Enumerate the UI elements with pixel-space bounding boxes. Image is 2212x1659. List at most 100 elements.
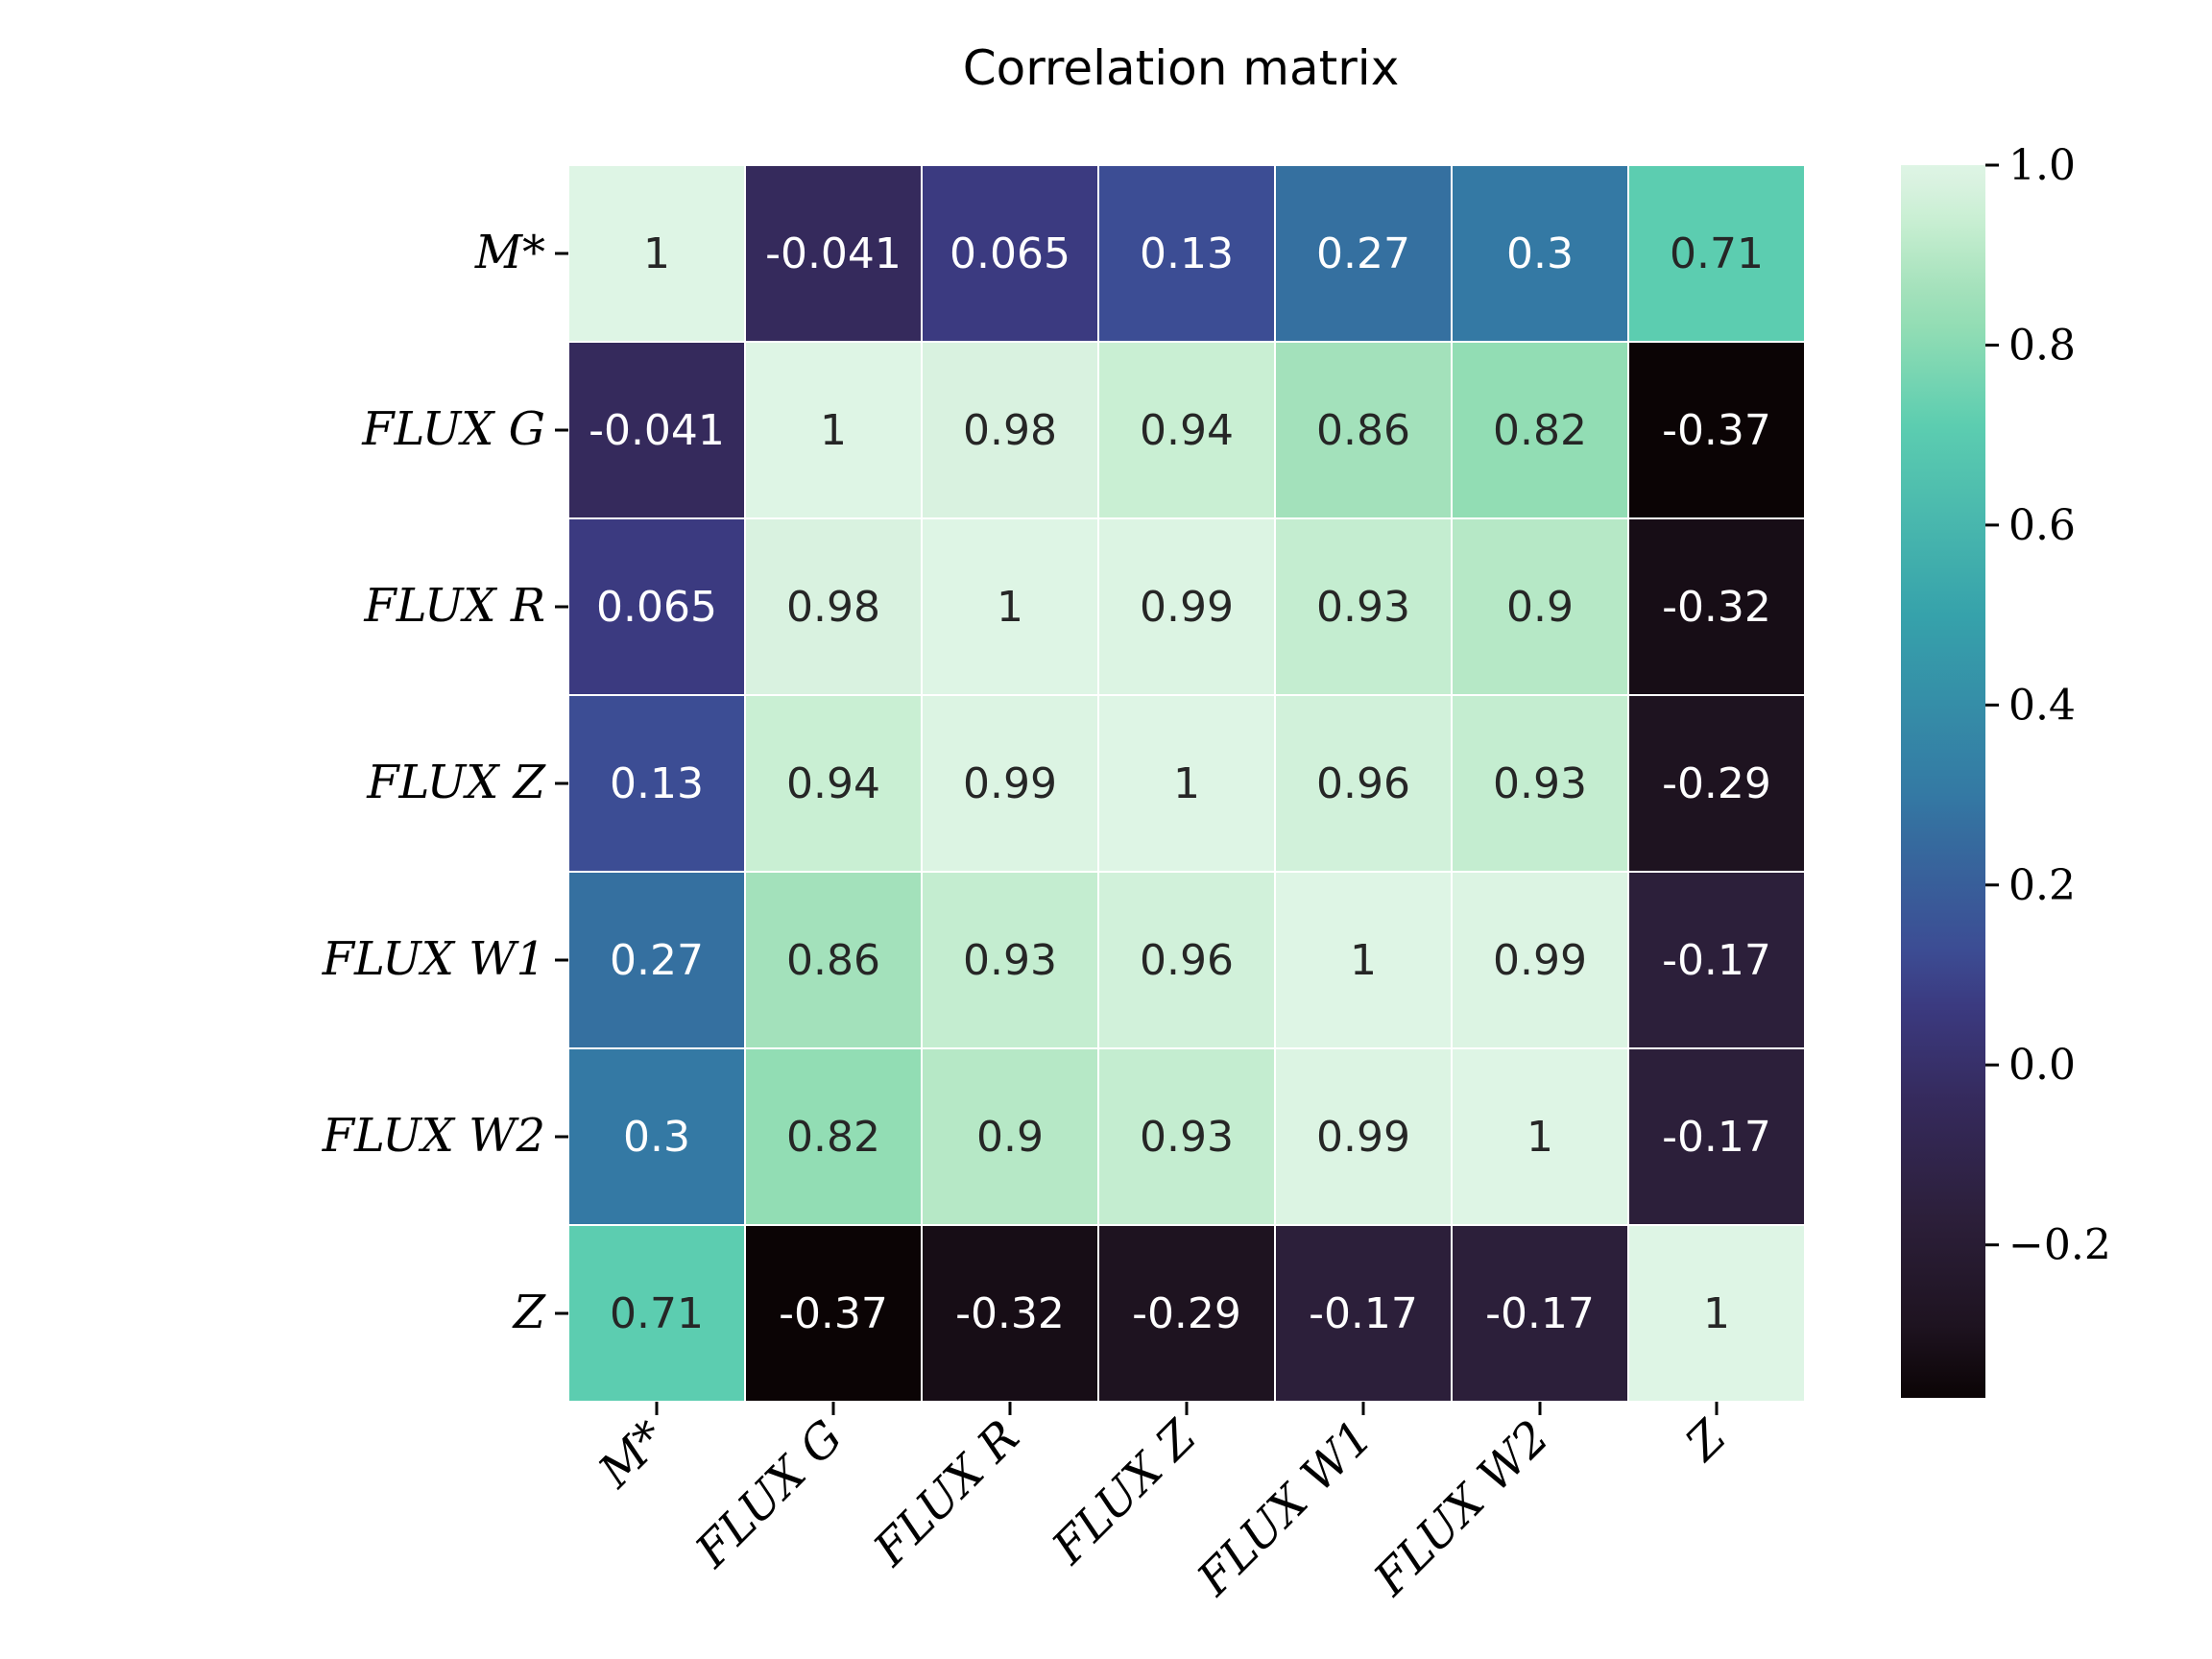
heatmap-cell [567,871,746,1049]
column-tick-label: Z [1674,1409,1738,1473]
heatmap-cell [1627,1047,1806,1226]
heatmap-cell [1274,1047,1453,1226]
row-tick-label: M* [474,226,545,279]
heatmap-cell [921,871,1099,1049]
heatmap-cell [1451,694,1629,873]
chart-title: Correlation matrix [963,40,1400,96]
cell-value-label: 1 [1173,759,1200,808]
cell-value-label: -0.041 [765,229,902,278]
cell-value-label: 0.96 [1316,759,1410,808]
heatmap-cell [567,164,746,343]
colorbar-tick-label: 1.0 [2008,141,2076,190]
cell-value-label: 0.065 [950,229,1070,278]
cell-value-label: -0.041 [589,406,725,455]
heatmap-cells [567,164,1806,1403]
row-tick-label: FLUX Z [366,756,546,809]
heatmap-cell [567,1224,746,1403]
heatmap-cell [1451,341,1629,519]
cell-value-label: 0.98 [963,406,1057,455]
heatmap-cell [921,517,1099,696]
cell-value-label: 0.86 [786,936,880,985]
heatmap-cell [1627,694,1806,873]
cell-value-label: 0.71 [610,1289,704,1338]
heatmap-cell [921,1047,1099,1226]
cell-value-label: 0.3 [1506,229,1574,278]
heatmap-cell [1451,517,1629,696]
cell-value-label: 0.82 [786,1113,880,1162]
row-axis: M* FLUX G FLUX R FLUX Z FLUX W1 FLUX W2 Z [322,226,568,1339]
heatmap-cell [1451,164,1629,343]
heatmap-cell [921,341,1099,519]
cell-value-label: 0.96 [1140,936,1234,985]
column-tick-label: FLUX Z [1042,1409,1208,1575]
heatmap-cell [1097,164,1276,343]
cell-value-label: 0.99 [1316,1113,1410,1162]
cell-value-label: 0.3 [623,1113,690,1162]
heatmap-cell [1097,517,1276,696]
heatmap-cell [1451,1224,1629,1403]
heatmap-cell [744,164,923,343]
heatmap-cell [567,517,746,696]
row-tick-label: FLUX W1 [322,932,545,986]
cell-value-label: 0.065 [596,583,717,632]
column-tick-label: M* [588,1410,676,1499]
heatmap-cell [1627,517,1806,696]
cell-value-label: 0.9 [1506,583,1574,632]
colorbar-tick-label: 0.8 [2008,321,2076,370]
cell-value-label: -0.29 [1132,1289,1241,1338]
colorbar-tick-label: −0.2 [2008,1221,2111,1270]
cell-value-label: 0.93 [963,936,1057,985]
heatmap-cell [1097,1047,1276,1226]
cell-value-label: 0.27 [610,936,704,985]
cell-value-label: 0.9 [976,1113,1044,1162]
cell-value-label: 0.94 [786,759,880,808]
cell-value-label: 0.93 [1493,759,1587,808]
cell-value-label: -0.29 [1662,759,1771,808]
heatmap-cell [1097,694,1276,873]
cell-value-label: -0.17 [1309,1289,1418,1338]
cell-value-label: 0.13 [1140,229,1234,278]
colorbar-axis: −0.2 0.0 0.2 0.4 0.6 0.8 1.0 [1985,141,2111,1270]
colorbar-tick-label: 0.6 [2008,501,2076,550]
heatmap-cell [1097,1224,1276,1403]
cell-value-label: 1 [643,229,670,278]
heatmap-cell [921,164,1099,343]
cell-value-label: 0.93 [1140,1113,1234,1162]
cell-value-label: 0.99 [963,759,1057,808]
heatmap-cell [744,1047,923,1226]
cell-value-label: -0.17 [1485,1289,1595,1338]
heatmap-cell [1627,871,1806,1049]
heatmap-cell [567,694,746,873]
heatmap-cell [567,1047,746,1226]
cell-value-label: -0.37 [1662,406,1771,455]
cell-value-label: 1 [820,406,847,455]
row-tick-label: FLUX G [361,402,545,456]
column-tick-label: FLUX R [863,1410,1030,1577]
cell-value-label: 0.27 [1316,229,1410,278]
cell-value-label: 0.71 [1670,229,1764,278]
heatmap-cell [1627,341,1806,519]
heatmap-cell [921,1224,1099,1403]
cell-value-label: 1 [997,583,1023,632]
cell-value-label: 0.98 [786,583,880,632]
heatmap-cell [1627,1224,1806,1403]
cell-value-label: 0.86 [1316,406,1410,455]
column-tick-label: FLUX W2 [1363,1410,1560,1607]
cell-value-label: -0.32 [1662,583,1771,632]
cell-value-label: 0.94 [1140,406,1234,455]
heatmap-cell [744,694,923,873]
heatmap-cell [1274,517,1453,696]
cell-value-label: 0.99 [1493,936,1587,985]
cell-value-label: -0.37 [779,1289,888,1338]
cell-value-label: 0.99 [1140,583,1234,632]
heatmap-cell [1274,1224,1453,1403]
cell-value-label: 1 [1527,1113,1553,1162]
cell-value-label: 1 [1703,1289,1730,1338]
row-tick-label: FLUX W2 [322,1109,545,1163]
colorbar-tick-label: 0.0 [2008,1041,2076,1090]
heatmap-cell [744,517,923,696]
column-tick-label: FLUX W1 [1187,1410,1383,1607]
